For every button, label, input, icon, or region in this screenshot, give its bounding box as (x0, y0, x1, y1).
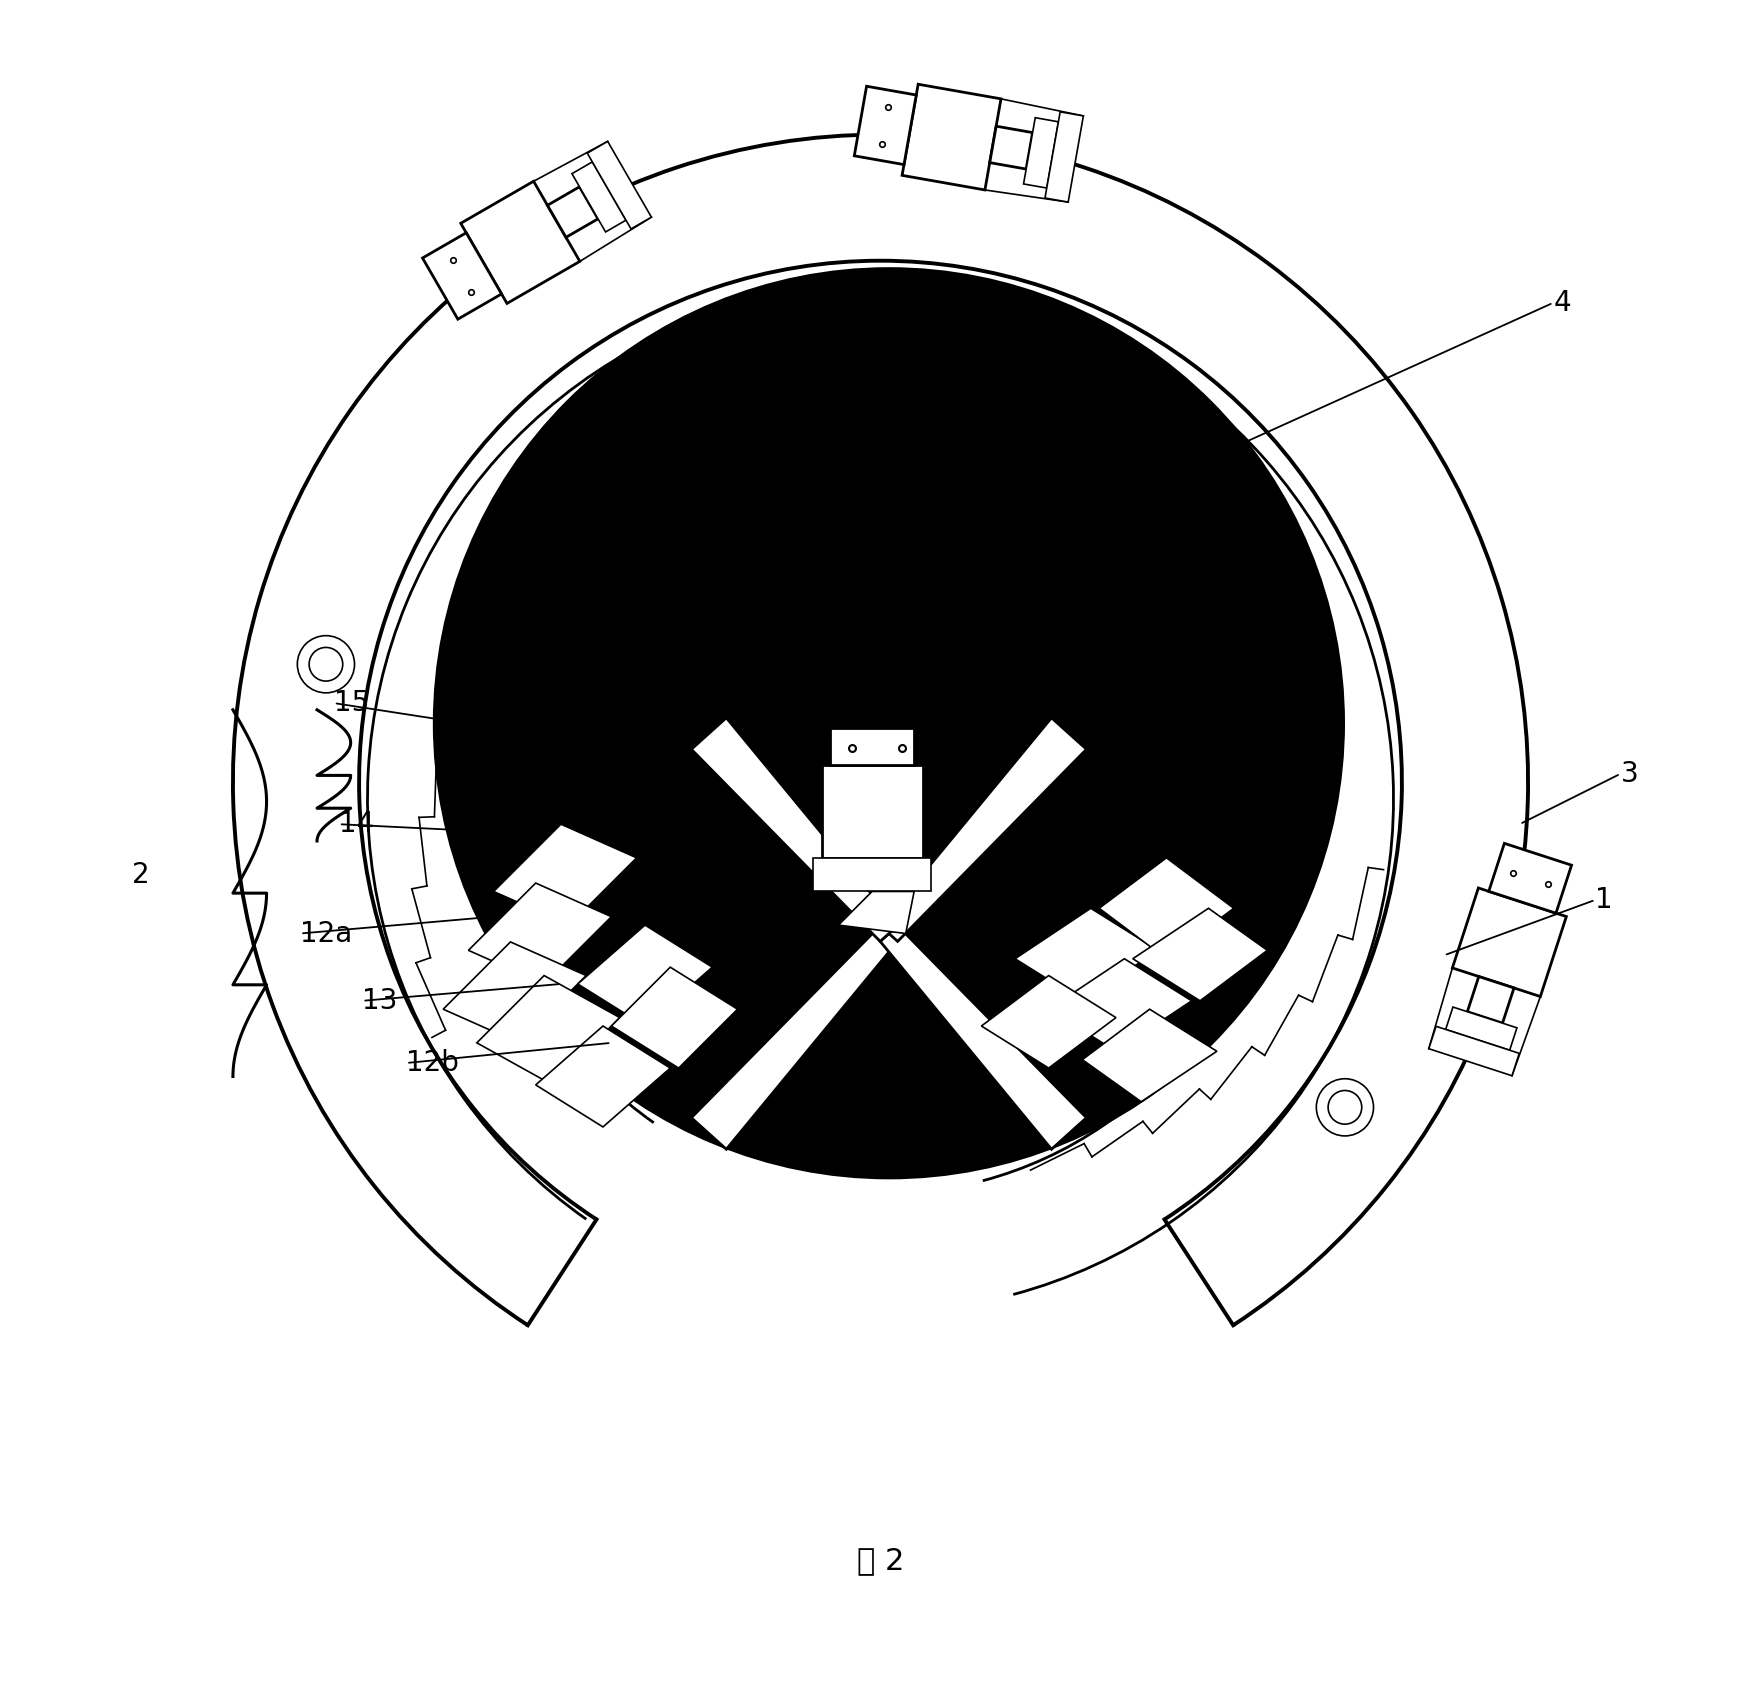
Polygon shape (990, 126, 1032, 170)
Polygon shape (232, 135, 1529, 1325)
Polygon shape (1132, 908, 1268, 1001)
Text: 12b: 12b (407, 1050, 460, 1076)
Polygon shape (493, 824, 637, 925)
Polygon shape (444, 942, 586, 1043)
Circle shape (435, 269, 1344, 1177)
Polygon shape (578, 925, 711, 1026)
Polygon shape (586, 141, 652, 229)
Polygon shape (1014, 908, 1159, 1001)
Polygon shape (1050, 959, 1192, 1051)
Polygon shape (814, 858, 932, 891)
Polygon shape (461, 182, 579, 303)
Polygon shape (822, 765, 923, 858)
Polygon shape (1453, 888, 1566, 996)
Polygon shape (838, 891, 914, 934)
Text: 13: 13 (363, 987, 398, 1014)
Polygon shape (854, 86, 916, 165)
Polygon shape (1446, 1008, 1516, 1050)
Polygon shape (829, 728, 914, 765)
Text: 12a: 12a (299, 920, 352, 947)
Polygon shape (1083, 1009, 1217, 1102)
Text: 图 2: 图 2 (858, 1546, 903, 1576)
Polygon shape (477, 976, 620, 1085)
Text: 14: 14 (338, 811, 373, 838)
Polygon shape (1044, 111, 1083, 202)
Polygon shape (1467, 977, 1514, 1023)
Polygon shape (1488, 843, 1571, 913)
Text: 3: 3 (1620, 760, 1638, 787)
Text: 15: 15 (335, 690, 370, 717)
Polygon shape (572, 161, 625, 232)
Polygon shape (1023, 118, 1058, 188)
Polygon shape (692, 718, 898, 942)
Polygon shape (1428, 1026, 1520, 1076)
Polygon shape (880, 925, 1087, 1149)
Text: 2: 2 (132, 861, 150, 888)
Polygon shape (468, 883, 611, 984)
Polygon shape (423, 232, 502, 320)
Text: 1: 1 (1595, 886, 1613, 913)
Polygon shape (1099, 858, 1234, 959)
Polygon shape (692, 925, 898, 1149)
Polygon shape (611, 967, 738, 1068)
Polygon shape (981, 976, 1116, 1068)
Polygon shape (548, 187, 599, 237)
Polygon shape (880, 718, 1087, 942)
Polygon shape (535, 1026, 671, 1127)
Text: 4: 4 (1553, 289, 1571, 316)
Polygon shape (902, 84, 1000, 190)
